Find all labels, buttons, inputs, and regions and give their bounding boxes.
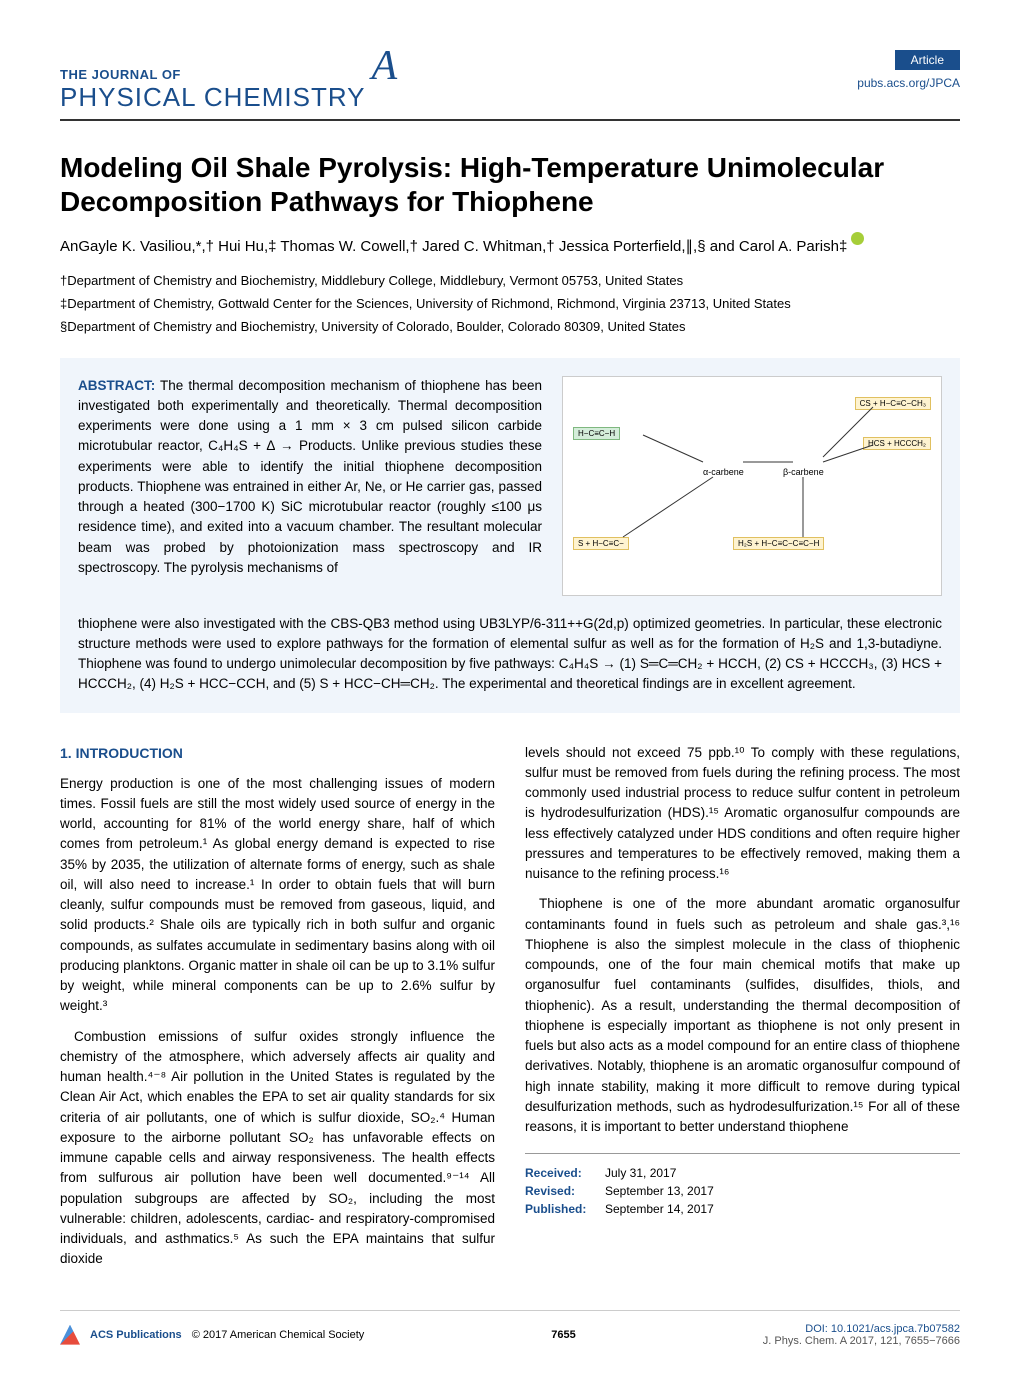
date-revised: Revised: September 13, 2017 [525,1182,960,1200]
affiliations: †Department of Chemistry and Biochemistr… [60,271,960,337]
revised-label: Revised: [525,1182,595,1200]
intro-p2: Combustion emissions of sulfur oxides st… [60,1027,495,1270]
authors: AnGayle K. Vasiliou,*,† Hui Hu,‡ Thomas … [60,232,960,257]
dates-box: Received: July 31, 2017 Revised: Septemb… [525,1153,960,1218]
article-type-badge: Article [895,50,960,70]
abstract-text-bottom: thiophene were also investigated with th… [60,614,960,713]
abstract-figure: H−C≡C−H α-carbene β-carbene S + H−C≡C− H… [562,376,942,596]
journal-prefix: THE JOURNAL OF [60,67,366,82]
column-left: 1. INTRODUCTION Energy production is one… [60,743,495,1280]
journal-suffix: A [372,50,398,84]
intro-p3: levels should not exceed 75 ppb.¹⁰ To co… [525,743,960,885]
date-published: Published: September 14, 2017 [525,1200,960,1218]
orcid-icon[interactable] [851,232,864,245]
received-label: Received: [525,1164,595,1182]
published-value: September 14, 2017 [605,1200,714,1218]
intro-p1: Energy production is one of the most cha… [60,774,495,1017]
affiliation-2: ‡Department of Chemistry, Gottwald Cente… [60,294,960,315]
journal-name: THE JOURNAL OF PHYSICAL CHEMISTRY A [60,50,397,113]
affiliation-3: §Department of Chemistry and Biochemistr… [60,317,960,338]
section-1-heading: 1. INTRODUCTION [60,743,495,764]
published-label: Published: [525,1200,595,1218]
abstract-container: ABSTRACT: The thermal decomposition mech… [60,358,960,614]
column-right: levels should not exceed 75 ppb.¹⁰ To co… [525,743,960,1280]
header-right: Article pubs.acs.org/JPCA [857,50,960,90]
page-footer: ACS Publications © 2017 American Chemica… [60,1310,960,1347]
article-title: Modeling Oil Shale Pyrolysis: High-Tempe… [60,151,960,218]
citation: J. Phys. Chem. A 2017, 121, 7655−7666 [763,1335,960,1347]
acs-publications: ACS Publications [90,1329,182,1341]
footer-right: DOI: 10.1021/acs.jpca.7b07582 J. Phys. C… [763,1323,960,1347]
copyright: © 2017 American Chemical Society [192,1329,365,1341]
received-value: July 31, 2017 [605,1164,676,1182]
acs-logo-icon [60,1325,80,1345]
journal-header: THE JOURNAL OF PHYSICAL CHEMISTRY A Arti… [60,50,960,121]
intro-p4: Thiophene is one of the more abundant ar… [525,894,960,1137]
abstract-body-top: The thermal decomposition mechanism of t… [78,378,542,575]
doi[interactable]: DOI: 10.1021/acs.jpca.7b07582 [763,1323,960,1335]
journal-main-title: PHYSICAL CHEMISTRY [60,82,366,112]
abstract-label: ABSTRACT: [78,378,155,393]
authors-text: AnGayle K. Vasiliou,*,† Hui Hu,‡ Thomas … [60,238,847,255]
date-received: Received: July 31, 2017 [525,1164,960,1182]
footer-left: ACS Publications © 2017 American Chemica… [60,1325,364,1345]
revised-value: September 13, 2017 [605,1182,714,1200]
affiliation-1: †Department of Chemistry and Biochemistr… [60,271,960,292]
abstract-text-top: ABSTRACT: The thermal decomposition mech… [78,376,542,596]
pubs-link[interactable]: pubs.acs.org/JPCA [857,76,960,90]
body-columns: 1. INTRODUCTION Energy production is one… [60,743,960,1280]
fig-arrows [563,377,943,597]
page-number: 7655 [551,1329,575,1341]
